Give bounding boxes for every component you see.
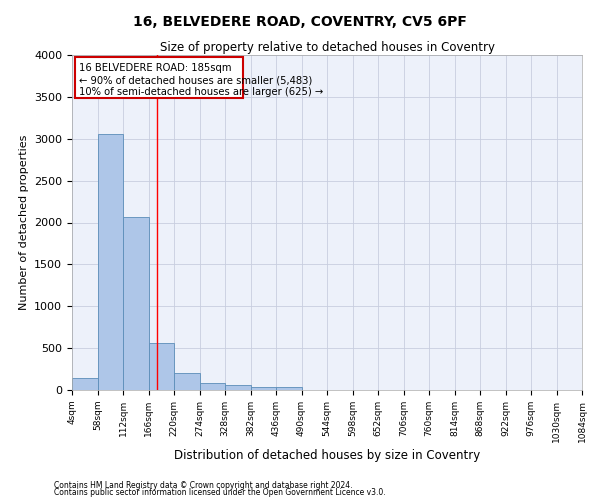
Bar xyxy=(200,384,225,390)
Bar xyxy=(97,134,123,390)
Bar xyxy=(174,373,199,390)
Bar xyxy=(72,378,97,390)
Text: Contains HM Land Registry data © Crown copyright and database right 2024.: Contains HM Land Registry data © Crown c… xyxy=(54,480,353,490)
Bar xyxy=(225,386,251,390)
Text: 16, BELVEDERE ROAD, COVENTRY, CV5 6PF: 16, BELVEDERE ROAD, COVENTRY, CV5 6PF xyxy=(133,15,467,29)
Bar xyxy=(149,343,174,390)
Text: Contains public sector information licensed under the Open Government Licence v3: Contains public sector information licen… xyxy=(54,488,386,497)
Y-axis label: Number of detached properties: Number of detached properties xyxy=(19,135,29,310)
Title: Size of property relative to detached houses in Coventry: Size of property relative to detached ho… xyxy=(160,41,494,54)
Bar xyxy=(276,387,302,390)
Text: ← 90% of detached houses are smaller (5,483): ← 90% of detached houses are smaller (5,… xyxy=(79,75,313,85)
FancyBboxPatch shape xyxy=(76,56,243,98)
Text: 10% of semi-detached houses are larger (625) →: 10% of semi-detached houses are larger (… xyxy=(79,87,323,97)
Bar xyxy=(123,218,149,390)
Bar xyxy=(251,387,276,390)
Text: 16 BELVEDERE ROAD: 185sqm: 16 BELVEDERE ROAD: 185sqm xyxy=(79,64,232,74)
X-axis label: Distribution of detached houses by size in Coventry: Distribution of detached houses by size … xyxy=(174,449,480,462)
